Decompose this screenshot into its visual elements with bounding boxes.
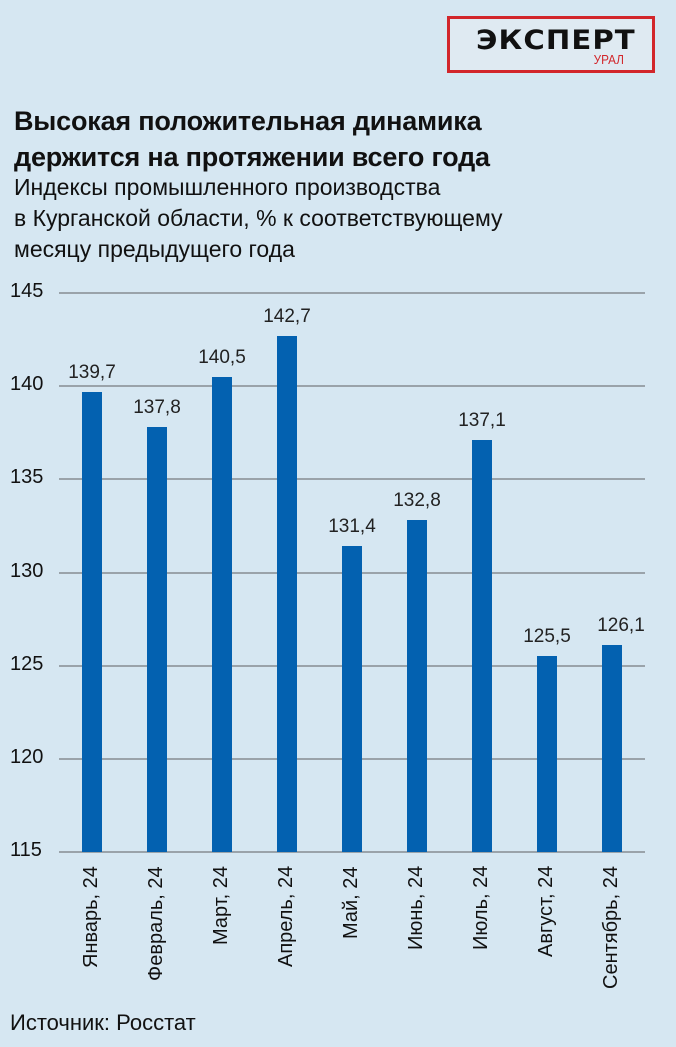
subtitle-line-3: месяцу предыдущего года [14, 236, 295, 262]
value-label: 126,1 [597, 615, 645, 637]
x-tick-label: Май, 24 [340, 866, 362, 939]
value-label: 131,4 [328, 516, 376, 538]
gridline [59, 478, 645, 481]
y-tick-label: 125 [10, 652, 44, 675]
value-label: 137,1 [458, 410, 506, 432]
value-label: 125,5 [523, 626, 571, 648]
expert-ural-logo: ЭКСПЕРТ УРАЛ [447, 16, 655, 73]
bar [82, 391, 102, 852]
y-tick-label: 145 [10, 280, 44, 303]
x-tick-label: Июнь, 24 [405, 865, 427, 950]
value-label: 140,5 [198, 346, 246, 368]
logo-sub-text: УРАЛ [594, 52, 625, 67]
bar [537, 656, 557, 852]
logo-main-text: ЭКСПЕРТ [476, 25, 636, 56]
bar [407, 520, 427, 852]
value-label: 139,7 [68, 361, 116, 383]
gridline [59, 385, 645, 388]
chart-title: Высокая положительная динамика держится … [14, 103, 490, 175]
y-tick-label: 135 [10, 466, 44, 489]
bar [602, 645, 622, 852]
bar [147, 427, 167, 852]
x-tick-label: Январь, 24 [80, 866, 102, 968]
value-label: 137,8 [133, 397, 181, 419]
x-tick-label: Сентябрь, 24 [600, 866, 622, 989]
y-tick-label: 115 [10, 839, 42, 861]
chart-subtitle: Индексы промышленного производства в Кур… [14, 172, 503, 265]
x-tick-label: Июль, 24 [470, 865, 492, 950]
gridline [59, 292, 645, 295]
bar [342, 546, 362, 852]
subtitle-line-2: в Курганской области, % к соответствующе… [14, 205, 503, 231]
subtitle-line-1: Индексы промышленного производства [14, 174, 441, 200]
x-tick-label: Март, 24 [210, 866, 232, 945]
x-tick-label: Апрель, 24 [275, 865, 297, 967]
title-line-2: держится на протяжении всего года [14, 142, 490, 172]
value-label: 132,8 [393, 490, 441, 512]
x-tick-label: Февраль, 24 [145, 866, 167, 981]
value-label: 142,7 [263, 305, 311, 327]
bar [472, 440, 492, 852]
source-note: Источник: Росстат [10, 1010, 196, 1035]
y-tick-label: 130 [10, 559, 44, 582]
y-tick-label: 140 [10, 373, 44, 396]
bar [277, 335, 297, 852]
bar [212, 376, 232, 852]
x-tick-label: Август, 24 [535, 865, 557, 957]
title-line-1: Высокая положительная динамика [14, 106, 482, 136]
gridline [59, 851, 645, 853]
y-tick-label: 120 [10, 745, 44, 768]
